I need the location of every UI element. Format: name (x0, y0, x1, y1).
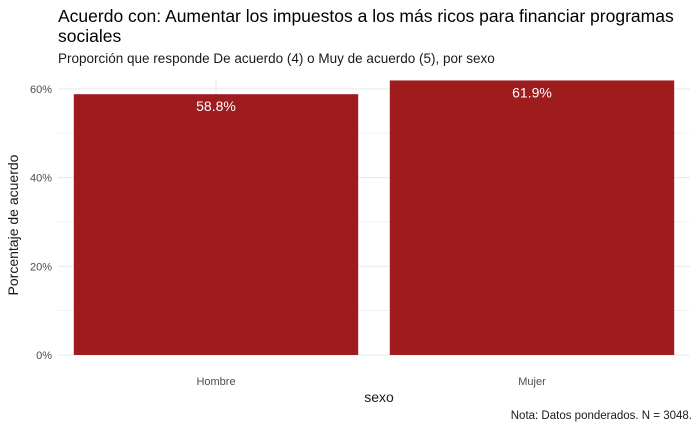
chart-caption: Nota: Datos ponderados. N = 3048. (510, 410, 692, 422)
x-tick-label: Hombre (196, 376, 235, 388)
y-tick-label: 40% (30, 173, 52, 185)
x-axis-label: sexo (364, 389, 394, 405)
bar-value-label: 58.8% (196, 98, 236, 114)
chart-subtitle: Proporción que responde De acuerdo (4) o… (58, 51, 495, 66)
x-tick-label: Mujer (518, 376, 546, 388)
y-tick-label: 20% (30, 261, 52, 273)
bar-hombre (73, 94, 359, 356)
chart-title: Acuerdo con: Aumentar los impuestos a lo… (58, 6, 674, 46)
bar-mujer (389, 80, 675, 356)
bar-value-label: 61.9% (512, 84, 552, 100)
y-tick-label: 60% (30, 84, 52, 96)
y-tick-label: 0% (36, 350, 52, 362)
